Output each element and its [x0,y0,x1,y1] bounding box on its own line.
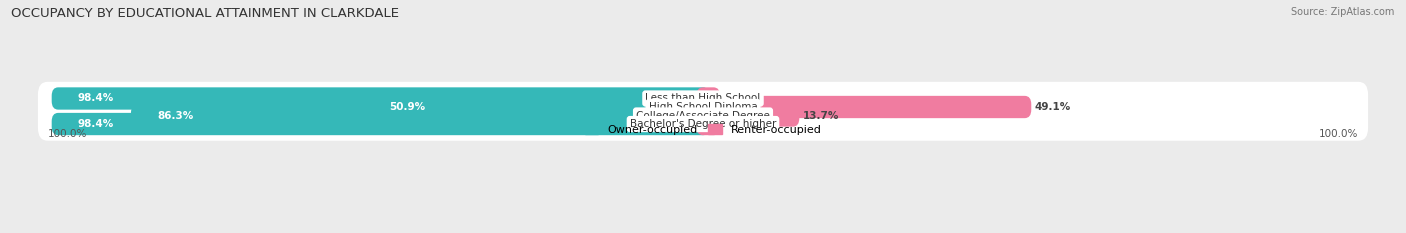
FancyBboxPatch shape [38,99,1368,132]
FancyBboxPatch shape [696,87,720,110]
FancyBboxPatch shape [131,104,710,127]
Text: Source: ZipAtlas.com: Source: ZipAtlas.com [1291,7,1395,17]
Text: 86.3%: 86.3% [157,110,194,120]
FancyBboxPatch shape [696,96,1031,118]
Text: Bachelor's Degree or higher: Bachelor's Degree or higher [630,119,776,129]
FancyBboxPatch shape [52,87,710,110]
Text: 98.4%: 98.4% [77,119,114,129]
Text: 13.7%: 13.7% [803,110,839,120]
Text: 98.4%: 98.4% [77,93,114,103]
Text: OCCUPANCY BY EDUCATIONAL ATTAINMENT IN CLARKDALE: OCCUPANCY BY EDUCATIONAL ATTAINMENT IN C… [11,7,399,20]
Legend: Owner-occupied, Renter-occupied: Owner-occupied, Renter-occupied [581,120,825,139]
Text: 100.0%: 100.0% [1319,129,1358,139]
Text: College/Associate Degree: College/Associate Degree [636,110,770,120]
FancyBboxPatch shape [696,104,800,127]
FancyBboxPatch shape [38,107,1368,141]
Text: 1.6%: 1.6% [723,119,752,129]
Text: 50.9%: 50.9% [389,102,425,112]
FancyBboxPatch shape [38,90,1368,124]
Text: High School Diploma: High School Diploma [648,102,758,112]
FancyBboxPatch shape [38,82,1368,115]
Text: 100.0%: 100.0% [48,129,87,139]
FancyBboxPatch shape [696,113,720,135]
FancyBboxPatch shape [52,113,710,135]
Text: Less than High School: Less than High School [645,93,761,103]
FancyBboxPatch shape [363,96,710,118]
Text: 49.1%: 49.1% [1035,102,1071,112]
Text: 1.6%: 1.6% [723,93,752,103]
